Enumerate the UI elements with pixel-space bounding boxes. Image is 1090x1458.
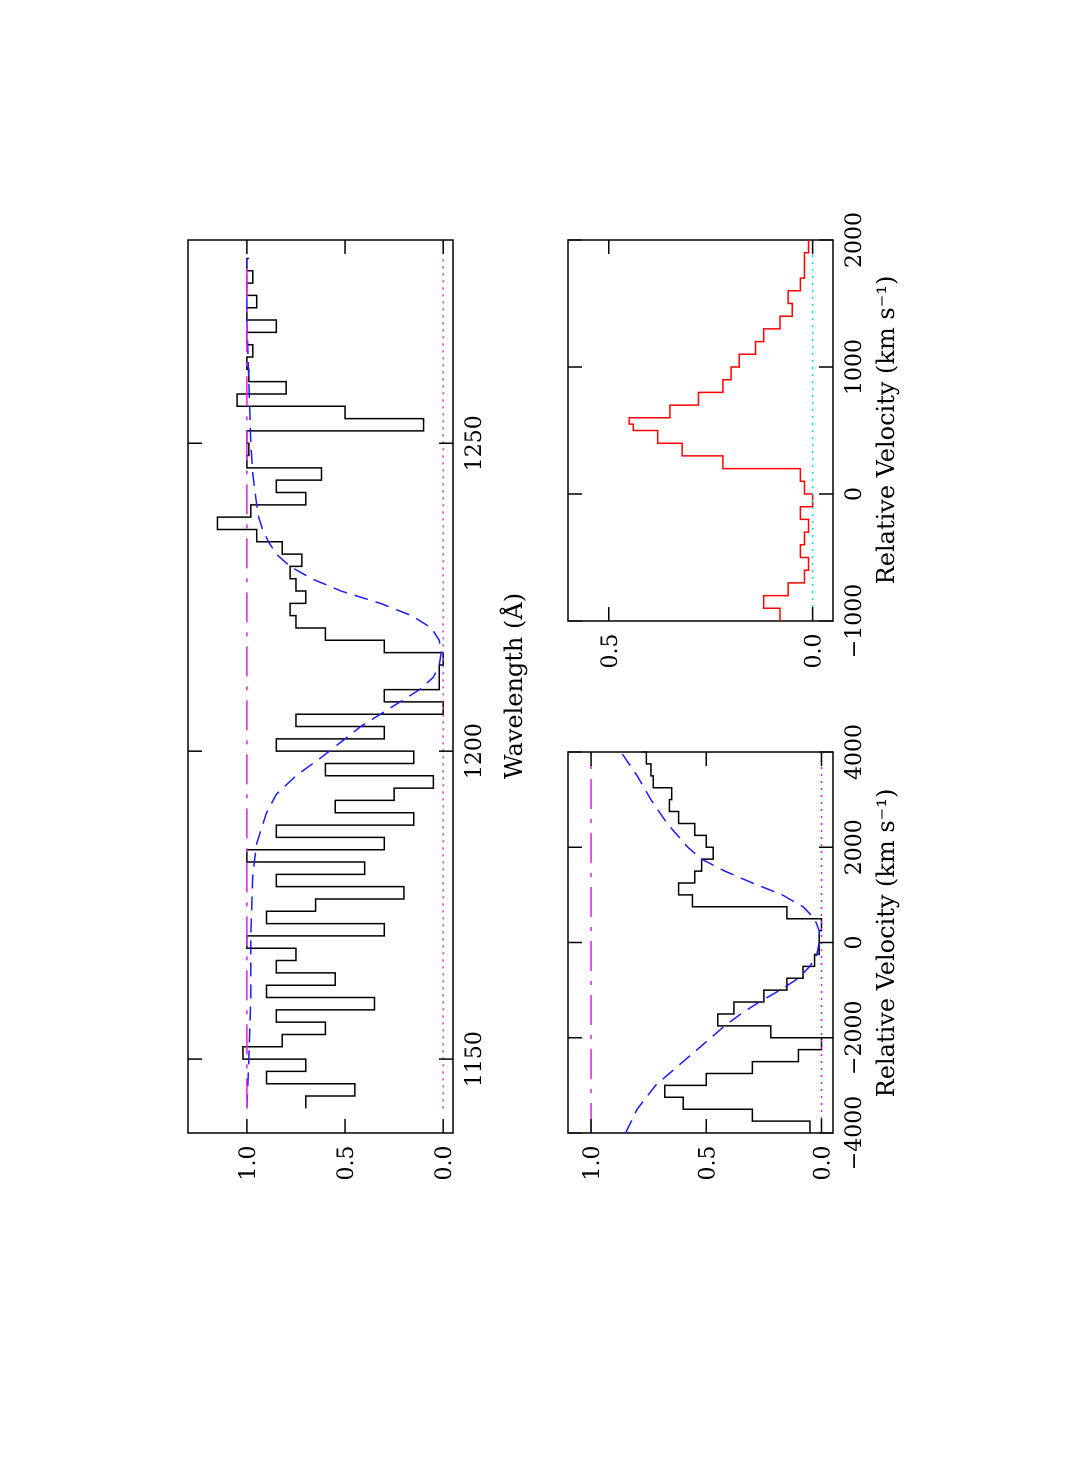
panel-top-series-1 [246, 258, 442, 1109]
panel-bl-xtick-label-1: −2000 [842, 1001, 867, 1075]
panel-top-spectrum: 1150 1200 1250 0.0 0.5 1.0 Wavelength (Å) [187, 239, 528, 1181]
panel-bl-xtick-label-4: 4000 [842, 724, 867, 780]
panel-bottom-left-frame [567, 751, 834, 1134]
panel-top-series [216, 257, 444, 1109]
panel-top-ytick-label-2: 1.0 [236, 1146, 261, 1181]
panel-bottom-right-series [628, 240, 814, 621]
panel-bottom-left-xlabel: Relative Velocity (km s⁻¹) [872, 789, 900, 1098]
panel-br-series-0 [628, 240, 814, 621]
panel-bottom-left-series [590, 751, 823, 1134]
panel-top-ticks: 1150 1200 1250 0.0 0.5 1.0 [188, 240, 487, 1181]
panel-br-xtick-label-1: 0 [842, 487, 867, 501]
panel-bl-ytick-label-0: 0.0 [810, 1146, 835, 1181]
panel-bl-xtick-label-2: 0 [842, 936, 867, 950]
panel-bottom-right-frame [567, 239, 834, 622]
panel-bottom-left-ticks: −4000 −2000 0 2000 4000 0.0 0.5 1.0 [568, 724, 867, 1181]
panel-bottom-right-xlabel: Relative Velocity (km s⁻¹) [872, 276, 900, 585]
panel-br-xtick-label-0: −1000 [842, 584, 867, 658]
panel-bl-xtick-label-0: −4000 [842, 1096, 867, 1170]
panel-bottom-left-velocity: −4000 −2000 0 2000 4000 0.0 0.5 1.0 Relative Ve… [567, 724, 900, 1181]
panel-top-frame [187, 239, 454, 1134]
panel-top-ytick-label-1: 0.5 [334, 1146, 359, 1181]
panel-bl-ytick-label-1: 0.5 [695, 1146, 720, 1181]
panel-top-xtick-label-2: 1250 [462, 415, 487, 471]
panel-bottom-right-residual: −1000 0 1000 2000 0.0 0.5 Relative Velocity (… [567, 212, 900, 669]
panel-br-xtick-label-2: 1000 [842, 339, 867, 395]
panel-bottom-right-ticks: −1000 0 1000 2000 0.0 0.5 [568, 212, 867, 669]
panel-top-xtick-label-0: 1150 [462, 1031, 487, 1087]
panel-br-xtick-label-3: 2000 [842, 212, 867, 268]
panel-bl-series-1 [620, 751, 820, 1134]
panel-top-xlabel: Wavelength (Å) [499, 593, 528, 779]
panel-br-ytick-label-0: 0.0 [802, 634, 827, 669]
panel-top-ytick-label-0: 0.0 [432, 1146, 457, 1181]
panel-bl-xtick-label-3: 2000 [842, 819, 867, 875]
panel-top-series-0 [216, 257, 444, 1109]
panel-bl-ytick-label-2: 1.0 [580, 1146, 605, 1181]
panel-top-xtick-label-1: 1200 [462, 723, 487, 779]
panel-br-ytick-label-1: 0.5 [598, 634, 623, 669]
panel-bl-series-0 [641, 751, 823, 1133]
